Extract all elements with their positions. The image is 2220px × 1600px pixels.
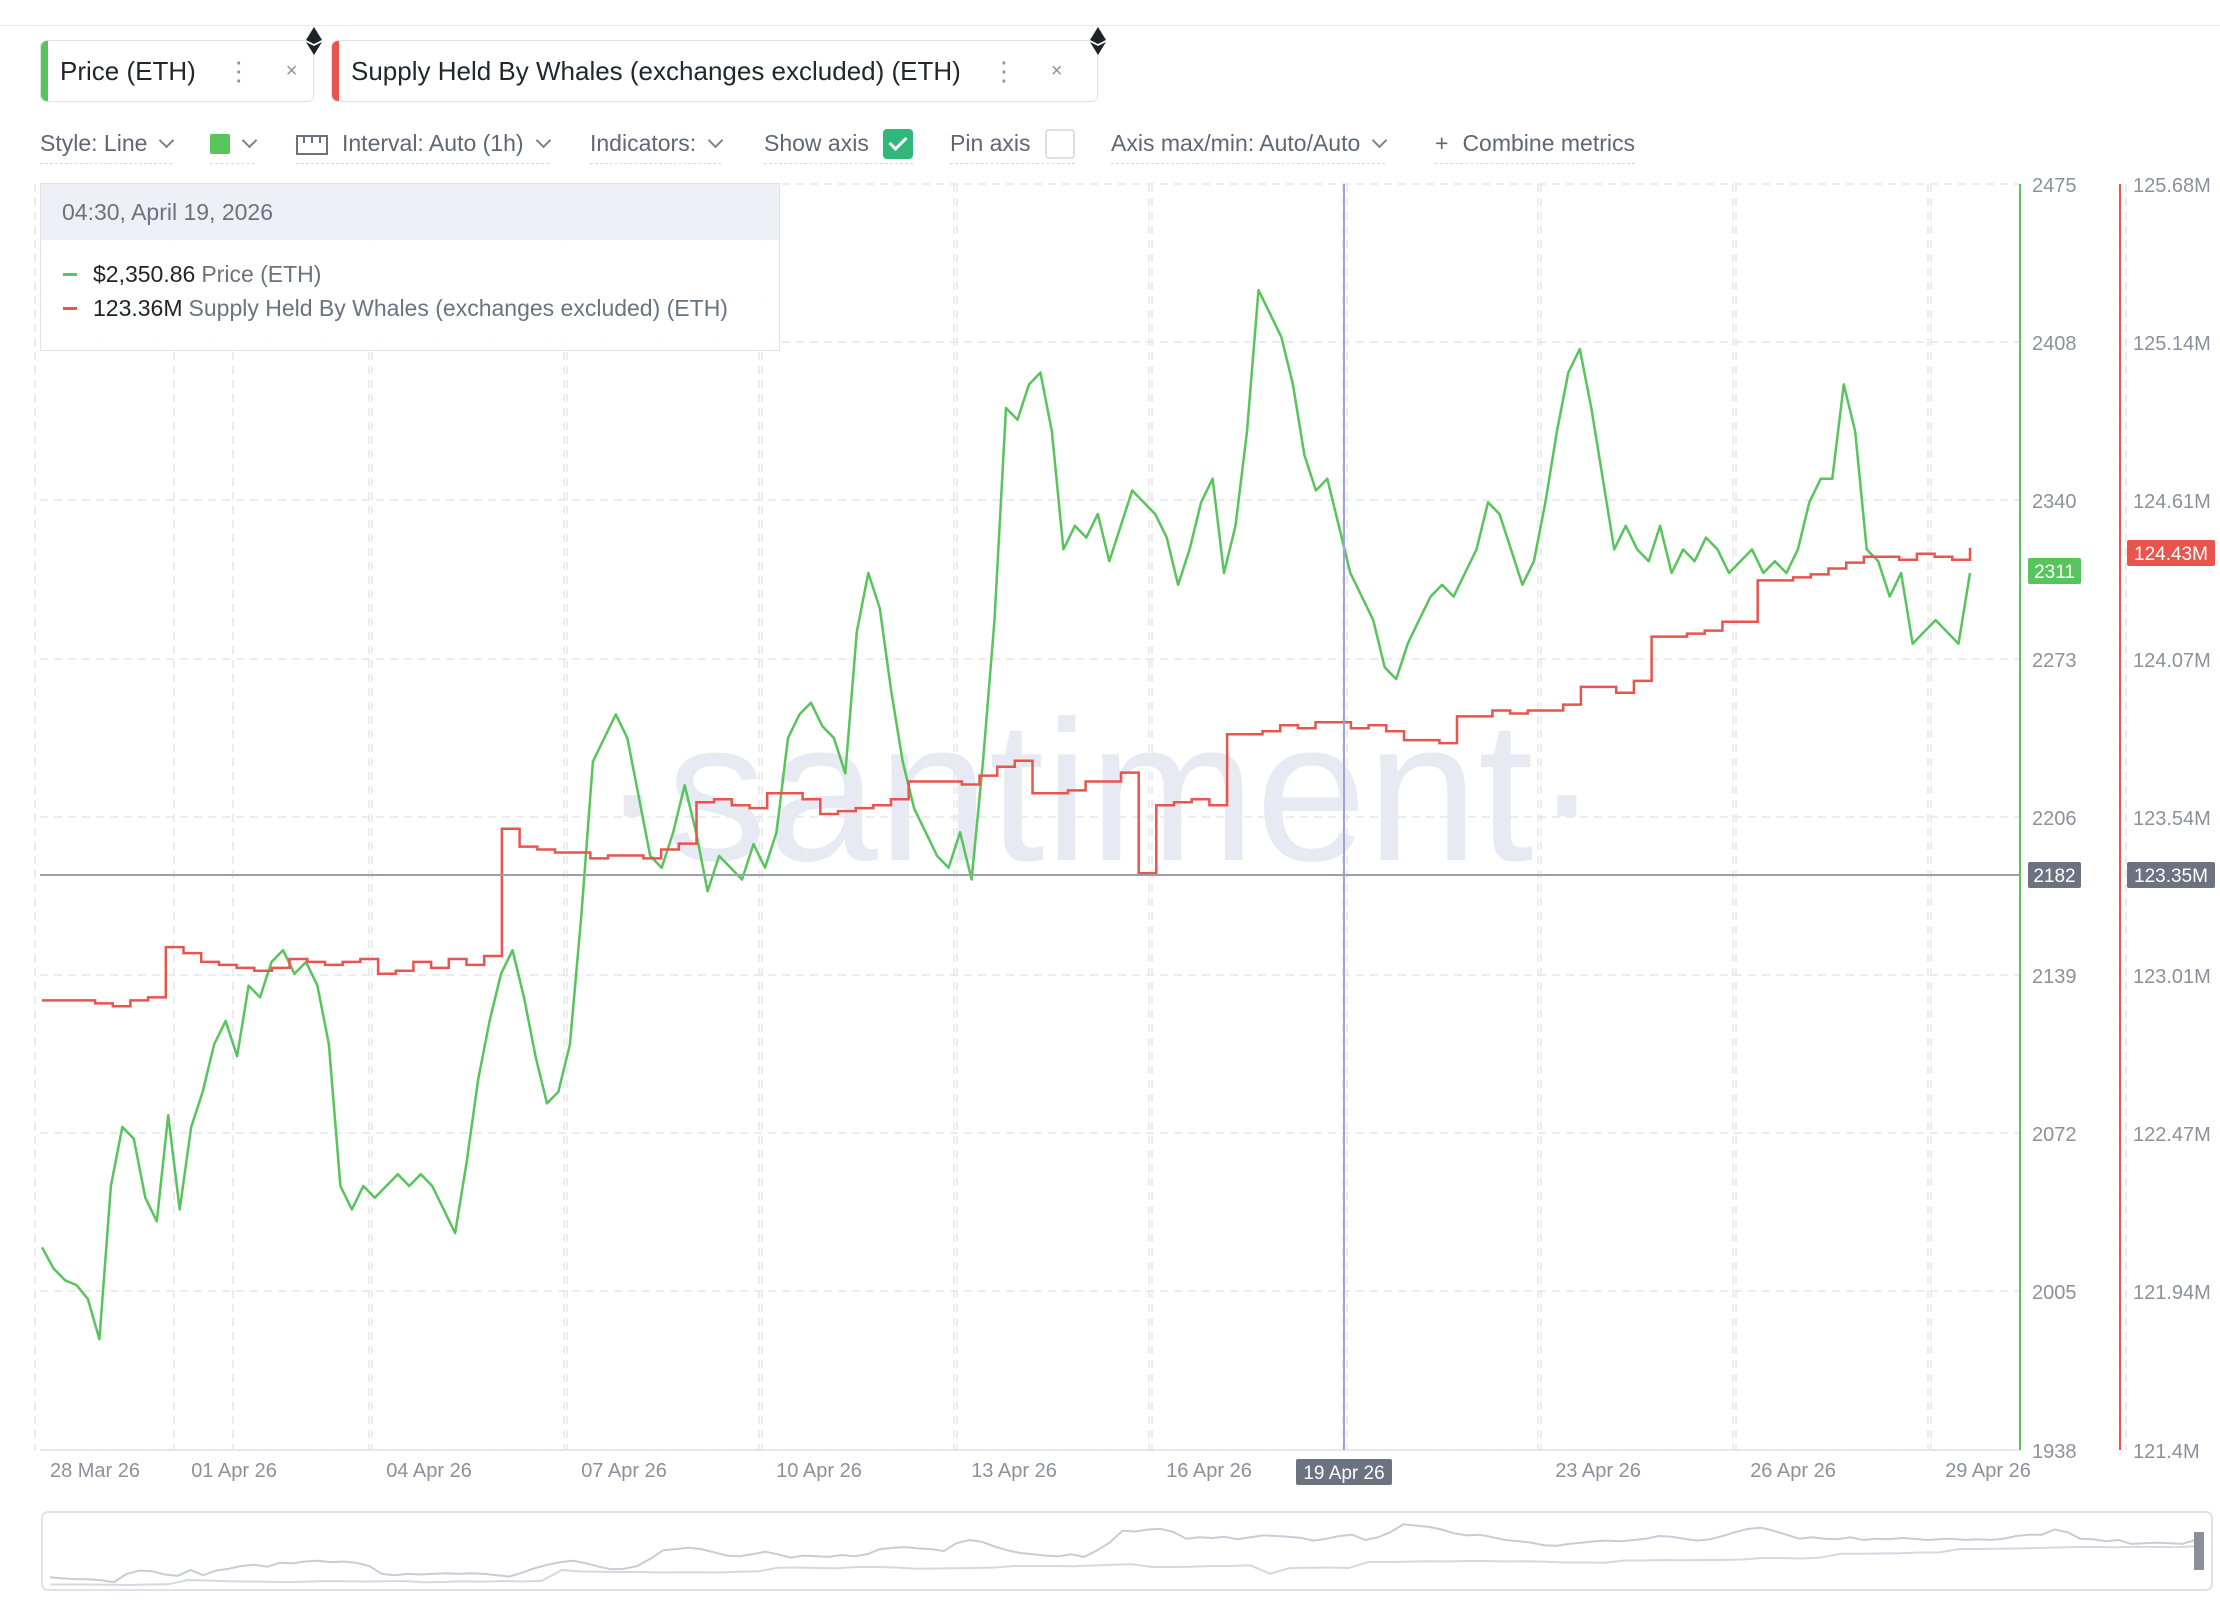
series-line-whale-supply [42, 547, 1972, 1008]
chart-axes: 2475 2408 2340 2273 2206 2139 2072 2005 1938 125.… [50, 175, 2215, 1485]
crosshair-price-badge: 2182 [2028, 862, 2081, 888]
pin-axis-checkbox[interactable] [1044, 128, 1075, 159]
crosshair [40, 184, 2020, 1450]
navigator-frame [41, 1511, 2213, 1591]
indicators-dropdown[interactable]: Indicators: [590, 124, 724, 164]
price-axis-tick: 2139 [2032, 966, 2077, 988]
crosshair-price-badge-bg [2028, 862, 2081, 888]
x-axis-tick: 23 Apr 26 [1555, 1460, 1641, 1482]
metric-label: Price (ETH) [60, 55, 196, 86]
pin-axis-label: Pin axis [950, 130, 1031, 156]
metric-color-bar [332, 41, 339, 101]
supply-axis-tick: 122.47M [2133, 1124, 2211, 1146]
ethereum-icon [306, 27, 322, 55]
combine-metrics-label: Combine metrics [1462, 130, 1635, 156]
watermark: ·santiment· [600, 680, 1600, 903]
metric-color-bar [41, 41, 48, 101]
style-dropdown[interactable]: Style: Line [40, 124, 175, 164]
crosshair-supply-badge: 123.35M [2127, 862, 2215, 888]
more-vertical-icon[interactable]: ⋮ [990, 55, 1017, 86]
supply-axis-tick: 125.68M [2133, 175, 2211, 197]
crosshair-supply-badge-text: 123.35M [2134, 866, 2208, 887]
interval-label: Interval: Auto (1h) [342, 130, 524, 156]
pin-axis-toggle[interactable]: Pin axis [950, 124, 1075, 164]
ruler-icon [296, 134, 328, 155]
close-icon[interactable]: × [285, 59, 298, 82]
metric-tab-whale-supply[interactable]: Supply Held By Whales (exchanges exclude… [331, 27, 1106, 102]
navigator-supply-line [50, 1545, 2196, 1587]
color-picker[interactable] [210, 124, 258, 164]
tooltip-row-supply: 123.36M Supply Held By Whales (exchanges… [63, 295, 728, 322]
x-axis-tick: 04 Apr 26 [386, 1460, 472, 1482]
indicators-label: Indicators: [590, 130, 697, 156]
crosshair-date-badge-text: 19 Apr 26 [1303, 1463, 1384, 1484]
axis-maxmin-dropdown[interactable]: Axis max/min: Auto/Auto [1111, 124, 1388, 164]
x-axis-tick: 16 Apr 26 [1166, 1460, 1252, 1482]
supply-axis-tick: 121.4M [2133, 1441, 2200, 1463]
crosshair-supply-badge-bg [2127, 862, 2215, 888]
price-axis-tick: 2273 [2032, 650, 2077, 672]
style-label: Style: Line [40, 130, 148, 156]
ethereum-icon [1090, 27, 1106, 55]
supply-axis-tick: 124.07M [2133, 650, 2211, 672]
legend-swatch [63, 307, 77, 310]
combine-metrics-button[interactable]: + Combine metrics [1435, 124, 1635, 164]
show-axis-label: Show axis [764, 130, 869, 156]
price-axis-tick: 2340 [2032, 491, 2077, 513]
tooltip-row-price: $2,350.86 Price (ETH) [63, 261, 321, 288]
tooltip-date: 04:30, April 19, 2026 [41, 184, 779, 240]
x-axis-tick: 01 Apr 26 [191, 1460, 277, 1482]
supply-axis-tick: 124.61M [2133, 491, 2211, 513]
navigator [41, 1511, 2213, 1591]
top-divider [0, 25, 2220, 26]
interval-dropdown[interactable]: Interval: Auto (1h) [296, 124, 551, 164]
x-axis-tick: 10 Apr 26 [776, 1460, 862, 1482]
price-axis-tick: 2005 [2032, 1282, 2077, 1304]
color-swatch [210, 133, 230, 154]
price-axis-tick: 1938 [2032, 1441, 2077, 1463]
supply-last-value-badge: 124.43M [2127, 540, 2215, 566]
price-last-value-badge-text: 2311 [2034, 562, 2075, 583]
tooltip-metric-name: Supply Held By Whales (exchanges exclude… [188, 295, 728, 321]
x-axis-tick: 26 Apr 26 [1750, 1460, 1836, 1482]
crosshair-price-badge-text: 2182 [2033, 866, 2075, 887]
supply-last-value-badge-text: 124.43M [2134, 544, 2208, 565]
legend-swatch [63, 273, 77, 276]
metric-label: Supply Held By Whales (exchanges exclude… [351, 55, 961, 86]
metric-tab-price[interactable]: Price (ETH) ⋮ × [40, 27, 322, 102]
x-axis-tick: 13 Apr 26 [971, 1460, 1057, 1482]
price-last-value-badge: 2311 [2028, 558, 2081, 584]
navigator-handle[interactable] [2194, 1532, 2204, 1570]
tooltip-value: 123.36M [93, 295, 183, 321]
tooltip-metric-name: Price (ETH) [201, 261, 322, 287]
chart-series [40, 288, 1972, 1341]
supply-axis-tick: 125.14M [2133, 333, 2211, 355]
axis-maxmin-label: Axis max/min: Auto/Auto [1111, 130, 1361, 156]
x-axis-tick: 29 Apr 26 [1945, 1460, 2031, 1482]
price-axis-tick: 2206 [2032, 808, 2077, 830]
x-axis-tick: 07 Apr 26 [581, 1460, 667, 1482]
more-vertical-icon[interactable]: ⋮ [225, 55, 252, 86]
series-line-price [40, 288, 1972, 1341]
plus-icon: + [1435, 130, 1449, 156]
show-axis-toggle[interactable]: Show axis [764, 124, 913, 164]
price-last-value-badge-bg [2028, 558, 2081, 584]
tooltip-value: $2,350.86 [93, 261, 196, 287]
price-axis-tick: 2475 [2032, 175, 2077, 197]
chart-tooltip: 04:30, April 19, 2026 $2,350.86 Price (E… [40, 183, 780, 351]
navigator-price-line [49, 1523, 2196, 1584]
supply-last-value-badge-bg [2127, 540, 2215, 566]
supply-axis-tick: 123.54M [2133, 808, 2211, 830]
price-axis-tick: 2408 [2032, 333, 2077, 355]
x-axis-tick: 28 Mar 26 [50, 1460, 140, 1482]
supply-axis-tick: 123.01M [2133, 966, 2211, 988]
price-axis-tick: 2072 [2032, 1124, 2077, 1146]
close-icon[interactable]: × [1050, 59, 1063, 82]
crosshair-date-badge: 19 Apr 26 [1296, 1459, 1392, 1485]
supply-axis-tick: 121.94M [2133, 1282, 2211, 1304]
crosshair-date-badge-bg [1296, 1459, 1392, 1485]
show-axis-checkbox[interactable] [882, 128, 913, 159]
